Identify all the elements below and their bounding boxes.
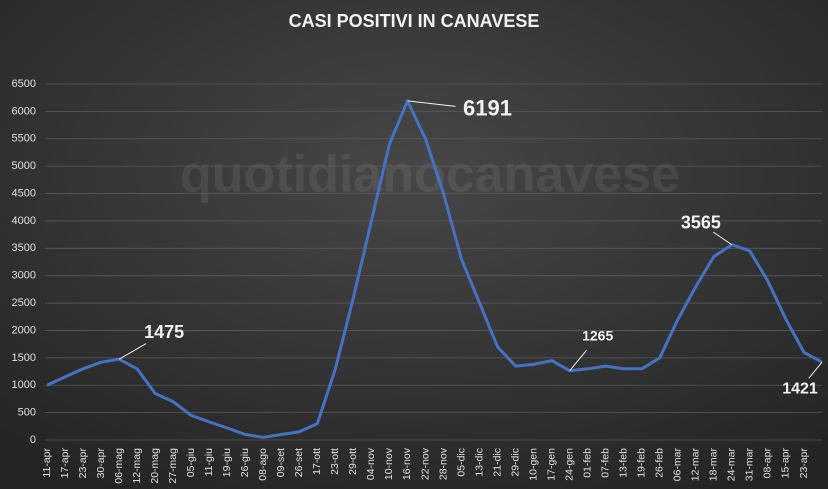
data-label: 3565 <box>681 212 721 232</box>
annotation-leader <box>808 361 823 379</box>
x-tick-label: 10-nov <box>383 447 395 480</box>
x-tick-label: 24-mar <box>726 448 738 482</box>
y-tick-label: 5000 <box>12 160 36 172</box>
x-tick-label: 01-feb <box>581 448 593 478</box>
data-label: 1265 <box>582 327 613 343</box>
x-tick-label: 08-ago <box>257 448 269 481</box>
x-tick-label: 10-gen <box>527 448 539 481</box>
x-tick-label: 16-nov <box>401 447 413 480</box>
x-tick-label: 17-gen <box>545 448 557 481</box>
x-tick-label: 29-ott <box>347 448 359 475</box>
x-tick-label: 12-mag <box>131 448 143 484</box>
x-tick-label: 27-mag <box>167 448 179 484</box>
annotation-leader <box>407 100 456 107</box>
data-label: 6191 <box>463 96 512 121</box>
x-tick-label: 17-ott <box>311 448 323 475</box>
y-tick-label: 1500 <box>12 352 36 364</box>
x-tick-label: 18-mar <box>708 448 720 482</box>
y-tick-label: 3000 <box>12 270 36 282</box>
x-tick-label: 05-dic <box>455 448 467 477</box>
y-tick-label: 6000 <box>12 105 36 117</box>
y-tick-label: 4000 <box>12 215 36 227</box>
x-tick-label: 28-nov <box>437 447 449 480</box>
y-tick-label: 5500 <box>12 133 36 145</box>
x-tick-label: 29-dic <box>509 448 521 477</box>
x-tick-label: 04-nov <box>365 447 377 480</box>
x-tick-label: 09-set <box>275 448 287 477</box>
x-tick-label: 11-giu <box>203 448 215 477</box>
x-tick-label: 23-ott <box>329 448 341 475</box>
y-tick-label: 500 <box>18 407 36 419</box>
x-tick-label: 19-giu <box>221 448 233 477</box>
x-tick-label: 06-mar <box>672 448 684 482</box>
x-tick-label: 23-apr <box>77 448 89 479</box>
x-tick-label: 11-apr <box>41 448 53 478</box>
x-tick-label: 17-apr <box>59 448 71 479</box>
data-label: 1421 <box>782 380 818 397</box>
annotation-leader <box>569 349 587 372</box>
annotation-leader <box>713 231 733 246</box>
y-tick-label: 4500 <box>12 187 36 199</box>
y-tick-label: 6500 <box>12 78 36 90</box>
y-tick-label: 2500 <box>12 297 36 309</box>
x-tick-label: 19-feb <box>636 448 648 478</box>
x-tick-label: 20-mag <box>149 448 161 484</box>
x-tick-label: 31-mar <box>744 448 756 482</box>
x-tick-label: 24-gen <box>563 448 575 481</box>
data-line <box>46 99 823 439</box>
x-tick-label: 30-apr <box>95 448 107 479</box>
x-tick-label: 26-feb <box>654 448 666 478</box>
x-tick-label: 13-dic <box>473 448 485 477</box>
y-tick-label: 2000 <box>12 324 36 336</box>
x-tick-label: 07-feb <box>600 448 612 478</box>
y-tick-label: 3500 <box>12 242 36 254</box>
x-tick-label: 23-apr <box>798 448 810 479</box>
x-tick-label: 12-mar <box>690 448 702 482</box>
annotation-leader <box>118 343 147 360</box>
x-tick-label: 13-feb <box>618 448 630 478</box>
x-tick-label: 06-mag <box>113 448 125 484</box>
x-tick-label: 08-apr <box>762 448 774 479</box>
chart-title: CASI POSITIVI IN CANAVESE <box>289 11 540 31</box>
y-tick-label: 0 <box>30 434 36 446</box>
x-tick-label: 26-giu <box>239 448 251 477</box>
x-tick-label: 22-nov <box>419 447 431 480</box>
x-tick-label: 05-giu <box>185 448 197 477</box>
x-tick-label: 26-set <box>293 448 305 477</box>
x-tick-label: 15-apr <box>780 448 792 479</box>
data-label: 1475 <box>144 322 184 342</box>
x-tick-label: 21-dic <box>491 448 503 477</box>
y-tick-label: 1000 <box>12 379 36 391</box>
